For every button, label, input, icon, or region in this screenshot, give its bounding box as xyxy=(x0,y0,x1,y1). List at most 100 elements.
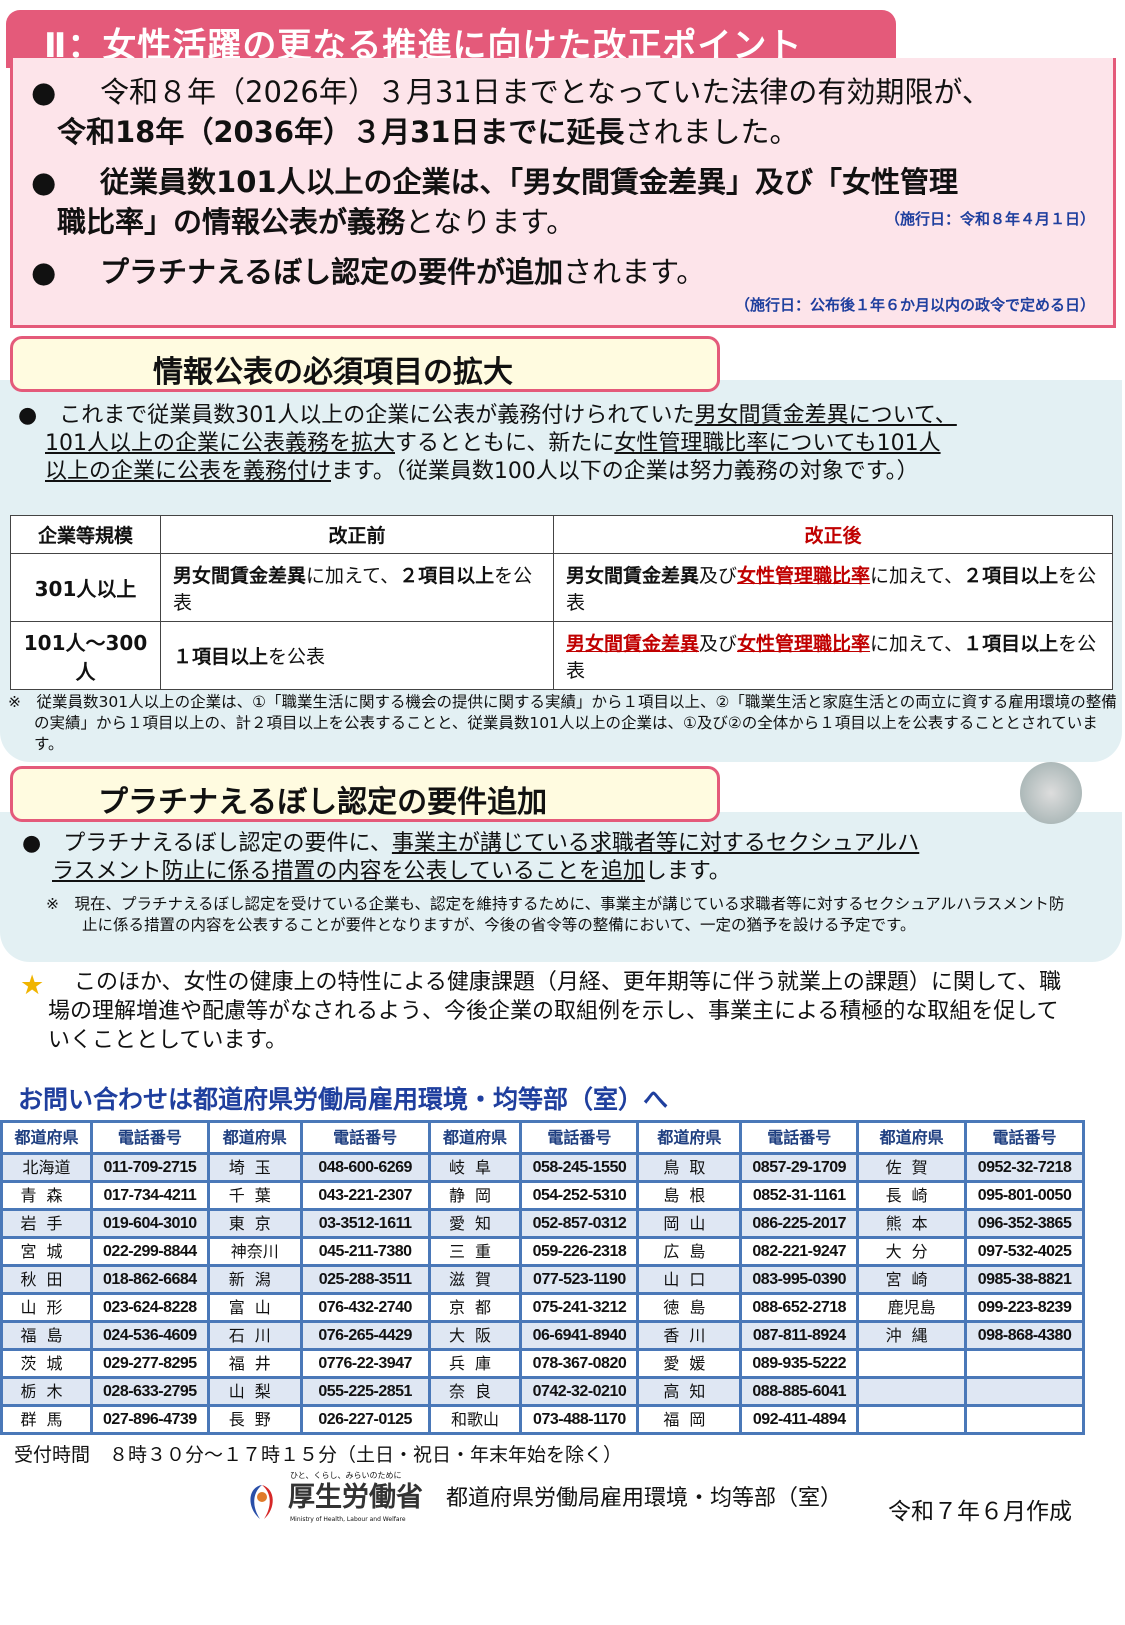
bullet-icon: ● xyxy=(31,165,57,199)
phone-cell: 052-857-0312 xyxy=(519,1208,640,1239)
prefecture-cell: 岐阜 xyxy=(427,1152,523,1183)
col-header-prefecture: 都道府県 xyxy=(206,1120,303,1155)
point-3-effective-date: （施行日：公布後１年６か月以内の政令で定める日） xyxy=(734,296,1095,314)
phone-cell: 054-252-5310 xyxy=(519,1180,640,1211)
table-row: 101人～300人 １項目以上を公表 男女間賃金差異及び女性管理職比率に加えて、… xyxy=(10,621,1113,690)
underlined-text: 男女間賃金差異について、 xyxy=(694,403,957,428)
comparison-table: 企業等規模 改正前 改正後 301人以上 男女間賃金差異に加えて、２項目以上を公表 … xyxy=(10,515,1113,690)
phone-cell: 027-896-4739 xyxy=(89,1404,210,1435)
phone-cell: 0952-32-7218 xyxy=(964,1152,1085,1183)
prefecture-cell: 高知 xyxy=(636,1376,743,1407)
phone-cell: 017-734-4211 xyxy=(89,1180,210,1211)
col-header-phone: 電話番号 xyxy=(739,1120,860,1155)
phone-cell: 0857-29-1709 xyxy=(739,1152,860,1183)
point-1-text: 令和８年（2026年）３月31日までとなっていた法律の有効期限が、 xyxy=(100,75,991,109)
phone-cell: 097-532-4025 xyxy=(964,1236,1085,1267)
prefecture-cell: 広島 xyxy=(636,1236,743,1267)
prefecture-cell: 愛媛 xyxy=(636,1348,743,1379)
phone-cell: 024-536-4609 xyxy=(89,1320,210,1351)
point-3-rest: されます。 xyxy=(563,255,706,289)
text: これまで従業員数301人以上の企業に公表が義務付けられていた xyxy=(59,403,695,428)
phone-cell xyxy=(964,1404,1085,1435)
point-2-line-1: ● 従業員数101人以上の企業は、「男女間賃金差異」及び「女性管理 xyxy=(31,162,958,202)
prefecture-cell: 宮崎 xyxy=(856,1264,968,1295)
contact-row: 茨城 029-277-8295 福井 0776-22-3947 兵庫 078-367-08… xyxy=(0,1348,1085,1379)
prefecture-cell: 北海道 xyxy=(0,1152,93,1183)
text: を公表 xyxy=(173,564,533,614)
underlined-text: 以上の企業に公表を義務付け xyxy=(45,459,332,484)
contact-row: 北海道 011-709-2715 埼玉 048-600-6269 岐阜 058-245-1… xyxy=(0,1152,1085,1183)
point-1-rest: されました。 xyxy=(624,115,799,149)
prefecture-cell: 沖縄 xyxy=(856,1320,968,1351)
col-header-phone: 電話番号 xyxy=(964,1120,1085,1155)
contact-row: 福島 024-536-4609 石川 076-265-4429 大阪 06-6941-89… xyxy=(0,1320,1085,1351)
text: に加えて、 xyxy=(870,564,964,587)
text: を公表 xyxy=(566,564,1097,614)
prefecture-cell: 東京 xyxy=(206,1208,303,1239)
text: 男女間賃金差異 xyxy=(173,564,307,587)
prefecture-cell: 香川 xyxy=(636,1320,743,1351)
text: を公表 xyxy=(566,632,1097,682)
phone-cell: 088-652-2718 xyxy=(739,1292,860,1323)
col-header-phone: 電話番号 xyxy=(89,1120,210,1155)
before-cell: 男女間賃金差異に加えて、２項目以上を公表 xyxy=(160,553,554,622)
prefecture-cell: 栃木 xyxy=(0,1376,93,1407)
prefecture-cell: 山形 xyxy=(0,1292,93,1323)
phone-cell: 03-3512-1611 xyxy=(299,1208,431,1239)
phone-cell: 073-488-1170 xyxy=(519,1404,640,1435)
point-1-emph: 令和18年（2036年）３月31日までに延長 xyxy=(57,115,625,149)
prefecture-cell: 奈良 xyxy=(427,1376,523,1407)
key-points-box: ● 令和８年（2026年）３月31日までとなっていた法律の有効期限が、 令和18… xyxy=(10,58,1116,328)
text: を公表 xyxy=(268,646,326,668)
prefecture-cell: 岡山 xyxy=(636,1208,743,1239)
prefecture-cell: 福島 xyxy=(0,1320,93,1351)
phone-cell: 083-995-0390 xyxy=(739,1264,860,1295)
section-2-text: ● プラチナえるぼし認定の要件に、事業主が講じている求職者等に対するセクシュアル… xyxy=(22,830,919,886)
prefecture-cell: 鳥取 xyxy=(636,1152,743,1183)
prefecture-cell: 熊本 xyxy=(856,1208,968,1239)
text: ます。（従業員数100人以下の企業は努力義務の対象です。） xyxy=(331,459,919,484)
text: ２項目以上 xyxy=(963,564,1059,587)
phone-cell: 077-523-1190 xyxy=(519,1264,640,1295)
col-header-after: 改正後 xyxy=(553,515,1113,554)
phone-cell: 075-241-3212 xyxy=(519,1292,640,1323)
contact-section: 都道府県 電話番号 都道府県 電話番号 都道府県 電話番号 都道府県 電話番号 都道府県 電話番号… xyxy=(0,1120,1125,1535)
phone-cell: 029-277-8295 xyxy=(89,1348,210,1379)
bullet-icon: ● xyxy=(31,255,57,289)
prefecture-cell: 佐賀 xyxy=(856,1152,968,1183)
section-2-heading: プラチナえるぼし認定の要件追加 xyxy=(10,766,720,822)
text: します。 xyxy=(644,859,731,884)
prefecture-cell: 秋田 xyxy=(0,1264,93,1295)
contact-heading: お問い合わせは都道府県労働局雇用環境・均等部（室）へ xyxy=(18,1085,669,1114)
phone-cell: 0776-22-3947 xyxy=(299,1348,431,1379)
point-3-line: ● プラチナえるぼし認定の要件が追加されます。 xyxy=(31,252,705,292)
underlined-text: 女性管理職比率についても101人 xyxy=(614,431,941,456)
prefecture-cell: 青森 xyxy=(0,1180,93,1211)
text: するとともに、新たに xyxy=(395,431,615,456)
prefecture-cell: 徳島 xyxy=(636,1292,743,1323)
prefecture-cell: 山口 xyxy=(636,1264,743,1295)
text: に加えて、 xyxy=(306,564,400,587)
phone-cell: 055-225-2851 xyxy=(299,1376,431,1407)
footer-dept: 都道府県労働局雇用環境・均等部（室） xyxy=(446,1486,843,1511)
office-hours: 受付時間 ８時３０分～１７時１５分（土日・祝日・年末年始を除く） xyxy=(14,1444,623,1466)
highlight-text: 女性管理職比率 xyxy=(737,632,871,655)
phone-cell: 076-265-4429 xyxy=(299,1320,431,1351)
phone-cell: 019-604-3010 xyxy=(89,1208,210,1239)
underlined-text: 事業主が講じている求職者等に対するセクシュアルハ xyxy=(391,831,920,856)
phone-cell: 076-432-2740 xyxy=(299,1292,431,1323)
col-header-phone: 電話番号 xyxy=(519,1120,640,1155)
section-1-text: ● これまで従業員数301人以上の企業に公表が義務付けられていた男女間賃金差異に… xyxy=(18,402,957,486)
mhlw-logo-icon xyxy=(242,1479,282,1521)
prefecture-cell: 新潟 xyxy=(206,1264,303,1295)
col-header-prefecture: 都道府県 xyxy=(856,1120,968,1155)
footer: ひと、くらし、みらいのために 厚生労働省 Ministry of Health,… xyxy=(0,1471,1125,1535)
after-cell: 男女間賃金差異及び女性管理職比率に加えて、２項目以上を公表 xyxy=(553,553,1113,622)
text: 及び xyxy=(699,564,738,587)
prefecture-cell: 滋賀 xyxy=(427,1264,523,1295)
phone-cell: 078-367-0820 xyxy=(519,1348,640,1379)
phone-cell xyxy=(964,1348,1085,1379)
prefecture-cell: 長崎 xyxy=(856,1180,968,1211)
text: １項目以上 xyxy=(173,646,269,668)
contact-row: 秋田 018-862-6684 新潟 025-288-3511 滋賀 077-523-11… xyxy=(0,1264,1085,1295)
